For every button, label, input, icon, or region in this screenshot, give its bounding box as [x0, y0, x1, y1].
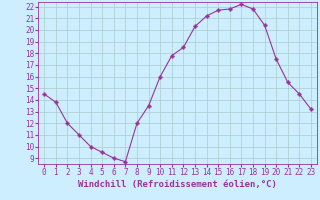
X-axis label: Windchill (Refroidissement éolien,°C): Windchill (Refroidissement éolien,°C) — [78, 180, 277, 189]
